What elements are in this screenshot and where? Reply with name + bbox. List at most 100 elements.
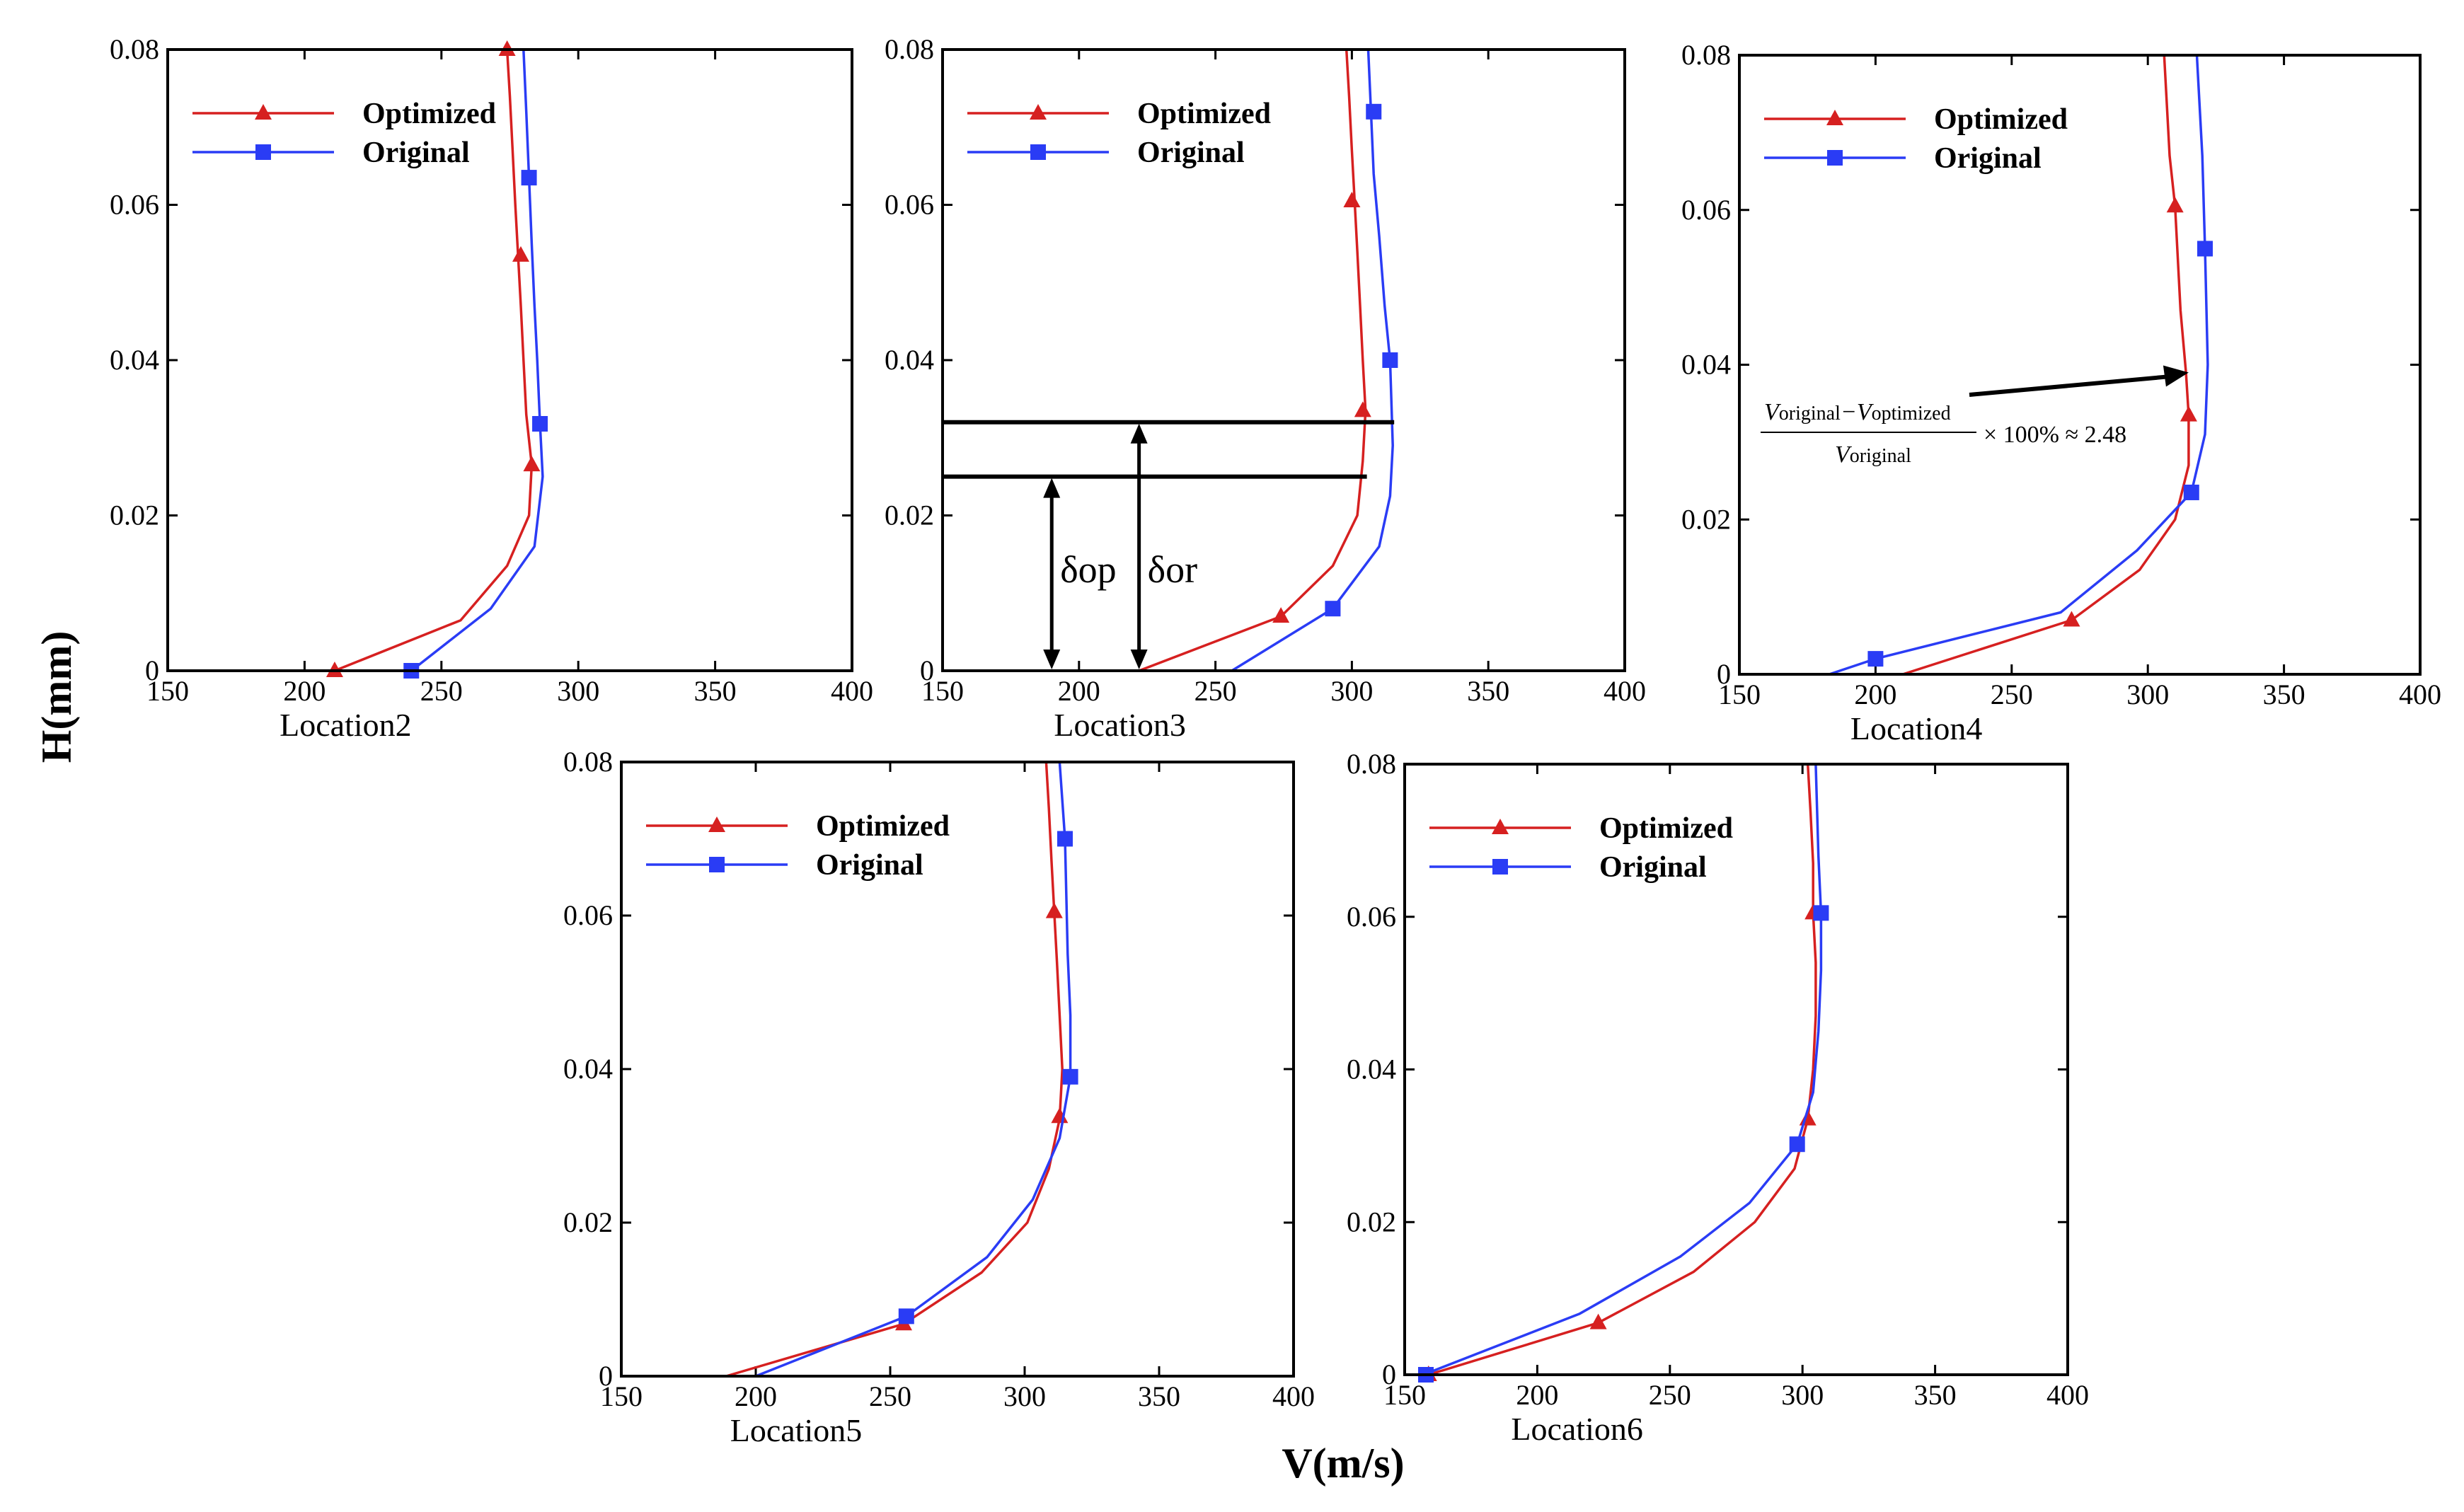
x-tick-label: 250: [1649, 1379, 1691, 1411]
plot-frame: [1403, 763, 2069, 1376]
marker-original: [1867, 651, 1884, 667]
marker-original: [532, 415, 548, 432]
x-tick-label: 250: [1194, 675, 1237, 707]
series-line-optimized: [334, 49, 534, 672]
formula-denominator: Voriginal: [1835, 442, 1911, 468]
y-tick-label: 0.06: [1681, 194, 1731, 226]
y-axis-title: H(mm): [33, 631, 80, 763]
y-tick-label: 0: [920, 654, 934, 686]
marker-original: [1325, 601, 1341, 617]
arrow-head-down: [1130, 650, 1148, 669]
marker-optimized: [2166, 197, 2184, 213]
legend-marker-optimized: [255, 104, 272, 120]
legend-label-original: Original: [816, 849, 923, 882]
location-label: Location6: [1511, 1411, 1643, 1447]
y-tick-label: 0.08: [1347, 748, 1396, 780]
x-tick-label: 150: [146, 675, 189, 707]
y-tick-label: 0.08: [1681, 39, 1731, 71]
x-tick-label: 300: [1330, 675, 1373, 707]
x-tick-label: 250: [420, 675, 463, 707]
legend-label-original: Original: [1599, 851, 1707, 884]
y-tick-label: 0.08: [885, 33, 934, 65]
legend-marker-optimized: [1826, 110, 1843, 125]
y-tick-label: 0.04: [563, 1053, 613, 1085]
x-tick-label: 350: [1914, 1379, 1957, 1411]
series-line-original: [755, 761, 1072, 1378]
marker-original: [1813, 905, 1829, 921]
legend-label-optimized: Optimized: [816, 810, 950, 843]
formula-part: original: [1850, 445, 1911, 467]
y-tick-label: 0.08: [563, 746, 613, 778]
chart-panel-2: 150 200 250 300 350 400 0 0.02 0.04 0.06 0.08 Optim…: [110, 33, 873, 743]
x-tick-label: 200: [1854, 679, 1896, 710]
x-tick-label: 350: [2263, 679, 2305, 710]
location-label: Location5: [730, 1412, 863, 1448]
marker-original: [1057, 831, 1073, 847]
x-tick-label: 200: [1058, 675, 1100, 707]
y-tick-label: 0.08: [110, 33, 159, 65]
formula-part: original: [1779, 403, 1841, 425]
x-tick-label: 400: [831, 675, 873, 707]
x-tick-label: 300: [1781, 1379, 1824, 1411]
plot-frame: [941, 48, 1626, 672]
x-tick-label: 250: [869, 1380, 911, 1412]
chart-panel-6: 150 200 250 300 350 400 0 0.02 0.04 0.06 0.08 Optim…: [1347, 748, 2089, 1447]
marker-original: [898, 1308, 914, 1325]
x-tick-label: 200: [283, 675, 326, 707]
y-tick-label: 0.04: [110, 344, 159, 376]
plot-frame: [1738, 54, 2422, 676]
chart-panel-4: 150 200 250 300 350 400 0 0.02 0.04 0.06 0.08 Optim…: [1681, 39, 2441, 746]
formula-part: −: [1841, 399, 1857, 425]
legend-label-original: Original: [1137, 137, 1245, 169]
legend-marker-optimized: [708, 816, 725, 832]
y-tick-label: 0: [145, 654, 159, 686]
marker-optimized: [2180, 405, 2197, 422]
y-tick-label: 0.02: [1347, 1206, 1396, 1237]
marker-optimized: [512, 246, 529, 262]
marker-optimized: [1045, 902, 1063, 918]
y-tick-label: 0: [599, 1360, 613, 1392]
location-label: Location4: [1850, 710, 1983, 746]
x-tick-label: 400: [2046, 1379, 2089, 1411]
y-tick-label: 0.02: [885, 500, 934, 531]
x-tick-label: 350: [694, 675, 737, 707]
arrow-head-down: [1043, 650, 1061, 669]
series-line-original: [1422, 763, 1823, 1376]
series-line-optimized: [1138, 49, 1367, 672]
x-tick-label: 400: [2399, 679, 2441, 710]
series-line-optimized: [1428, 763, 1817, 1376]
y-tick-label: 0.06: [1347, 901, 1396, 933]
x-tick-label: 300: [1003, 1380, 1046, 1412]
y-tick-label: 0.06: [885, 189, 934, 221]
series-line-original: [1829, 54, 2209, 676]
legend-label-original: Original: [1934, 142, 2042, 175]
marker-original: [1789, 1136, 1805, 1153]
series-line-optimized: [725, 761, 1064, 1378]
marker-optimized: [1589, 1313, 1607, 1329]
y-tick-label: 0.04: [885, 344, 934, 376]
location-label: Location3: [1054, 707, 1186, 743]
chart-panel-3: 150 200 250 300 350 400 0 0.02 0.04 0.06 0.08 Optim…: [885, 33, 1646, 743]
x-tick-label: 400: [1604, 675, 1646, 707]
plot-frame: [166, 48, 853, 672]
marker-optimized: [1272, 607, 1290, 623]
plot-frame: [620, 761, 1295, 1378]
y-tick-label: 0.06: [563, 899, 613, 931]
y-tick-label: 0.06: [110, 189, 159, 221]
x-tick-label: 350: [1467, 675, 1509, 707]
y-tick-label: 0: [1382, 1358, 1396, 1390]
delta-or-label: δor: [1148, 548, 1197, 591]
legend-marker-optimized: [1492, 819, 1509, 834]
x-tick-label: 300: [557, 675, 599, 707]
legend-label-optimized: Optimized: [1934, 103, 2068, 136]
legend-marker-optimized: [1030, 104, 1047, 120]
marker-original: [2183, 484, 2199, 500]
formula-annotation: Voriginal−Voptimized Voriginal × 100% ≈ 2.…: [1761, 399, 2126, 468]
legend-label-optimized: Optimized: [362, 98, 496, 130]
formula-tail: × 100% ≈ 2.48: [1984, 422, 2126, 448]
y-tick-label: 0.02: [110, 500, 159, 531]
y-tick-label: 0.04: [1681, 349, 1731, 381]
marker-optimized: [2063, 611, 2080, 627]
y-tick-label: 0.02: [1681, 503, 1731, 535]
x-tick-label: 350: [1138, 1380, 1180, 1412]
